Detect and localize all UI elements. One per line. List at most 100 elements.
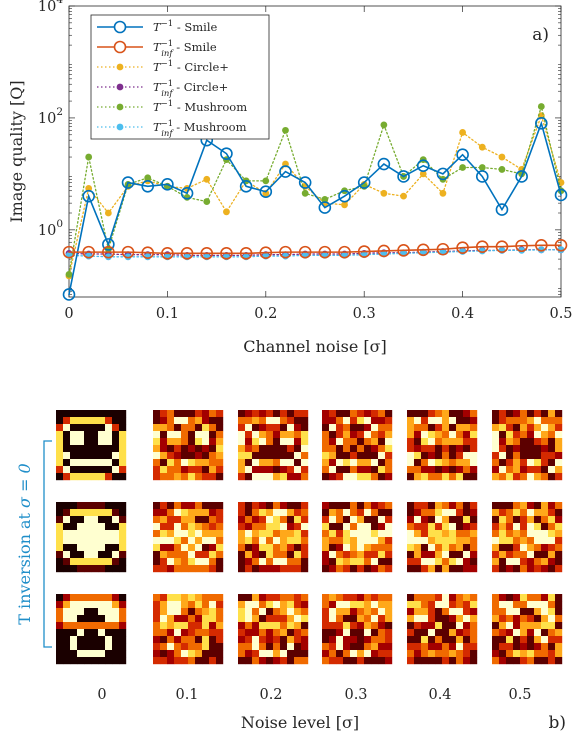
heatmap-pixel <box>105 601 113 609</box>
heatmap-pixel <box>527 459 535 467</box>
heatmap-pixel <box>112 431 120 439</box>
heatmap-pixel <box>252 544 260 552</box>
heatmap-pixel <box>119 608 127 616</box>
heatmap-pixel <box>534 473 542 481</box>
heatmap-pixel <box>238 608 246 616</box>
series-point <box>498 166 506 173</box>
heatmap-pixel <box>266 537 274 545</box>
heatmap-pixel <box>428 410 436 418</box>
heatmap-pixel <box>252 431 260 439</box>
heatmap-pixel <box>301 643 309 651</box>
heatmap-pixel <box>435 417 443 425</box>
heatmap-pixel <box>555 466 563 474</box>
heatmap-pixel <box>385 417 393 425</box>
heatmap-pixel <box>245 622 253 630</box>
series-point <box>515 170 528 183</box>
heatmap-pixel <box>541 445 549 453</box>
heatmap-pixel <box>527 601 535 609</box>
heatmap-cell-image <box>56 594 127 665</box>
heatmap-pixel <box>202 558 210 566</box>
heatmap-pixel <box>407 466 415 474</box>
heatmap-pixel <box>449 516 457 524</box>
heatmap-pixel <box>202 502 210 510</box>
heatmap-pixel <box>492 650 500 658</box>
heatmap-pixel <box>181 452 189 460</box>
heatmap-pixel <box>280 530 288 538</box>
heatmap-pixel <box>336 601 344 609</box>
heatmap-pixel <box>428 537 436 545</box>
heatmap-pixel <box>435 622 443 630</box>
heatmap-pixel <box>428 431 436 439</box>
heatmap-pixel <box>520 551 528 559</box>
heatmap-pixel <box>442 431 450 439</box>
heatmap-pixel <box>371 502 379 510</box>
heatmap-pixel <box>463 537 471 545</box>
series-point <box>554 238 568 252</box>
heatmap-pixel <box>499 431 507 439</box>
heatmap-pixel <box>160 424 168 432</box>
heatmap-pixel <box>160 516 168 524</box>
heatmap-pixel <box>112 629 120 637</box>
heatmap-pixel <box>506 417 514 425</box>
heatmap-pixel <box>153 431 161 439</box>
heatmap-pixel <box>216 657 224 665</box>
heatmap-pixel <box>98 629 106 637</box>
heatmap-pixel <box>534 558 542 566</box>
heatmap-pixel <box>322 636 330 644</box>
heatmap-pixel <box>280 509 288 517</box>
heatmap-pixel <box>105 622 113 630</box>
heatmap-pixel <box>119 417 127 425</box>
heatmap-pixel <box>70 417 78 425</box>
heatmap-pixel <box>245 466 253 474</box>
heatmap-pixel <box>520 565 528 573</box>
heatmap-pixel <box>63 537 71 545</box>
heatmap-pixel <box>245 544 253 552</box>
heatmap-pixel <box>385 516 393 524</box>
heatmap-pixel <box>385 636 393 644</box>
heatmap-pixel <box>112 636 120 644</box>
heatmap-pixel <box>499 558 507 566</box>
heatmap-pixel <box>77 473 85 481</box>
heatmap-pixel <box>364 537 372 545</box>
heatmap-pixel <box>174 459 182 467</box>
heatmap-pixel <box>245 629 253 637</box>
heatmap-cell-image <box>492 502 563 573</box>
heatmap-pixel <box>153 466 161 474</box>
heatmap-pixel <box>216 622 224 630</box>
heatmap-pixel <box>160 601 168 609</box>
heatmap-pixel <box>442 459 450 467</box>
heatmap-pixel <box>548 544 556 552</box>
heatmap-pixel <box>407 431 415 439</box>
heatmap-pixel <box>336 650 344 658</box>
heatmap-pixel <box>492 466 500 474</box>
heatmap-pixel <box>385 558 393 566</box>
heatmap-pixel <box>428 459 436 467</box>
heatmap-pixel <box>541 459 549 467</box>
heatmap-pixel <box>188 657 196 665</box>
heatmap-pixel <box>63 452 71 460</box>
heatmap-pixel <box>105 473 113 481</box>
heatmap-pixel <box>350 459 358 467</box>
heatmap-pixel <box>153 622 161 630</box>
heatmap-pixel <box>105 424 113 432</box>
heatmap-pixel <box>70 558 78 566</box>
heatmap-pixel <box>112 459 120 467</box>
heatmap-pixel <box>77 594 85 602</box>
heatmap-pixel <box>112 544 120 552</box>
series-point <box>554 188 568 202</box>
heatmap-pixel <box>77 410 85 418</box>
heatmap-pixel <box>470 537 478 545</box>
series-point <box>259 246 273 260</box>
heatmap-pixel <box>280 544 288 552</box>
heatmap-pixel <box>527 523 535 531</box>
heatmap-pixel <box>245 558 253 566</box>
heatmap-pixel <box>174 445 182 453</box>
heatmap-pixel <box>238 523 246 531</box>
heatmap-pixel <box>506 615 514 623</box>
heatmap-pixel <box>470 558 478 566</box>
heatmap-pixel <box>435 551 443 559</box>
heatmap-pixel <box>456 509 464 517</box>
heatmap-pixel <box>91 608 99 616</box>
legend-marker <box>113 40 127 54</box>
heatmap-pixel <box>77 431 85 439</box>
